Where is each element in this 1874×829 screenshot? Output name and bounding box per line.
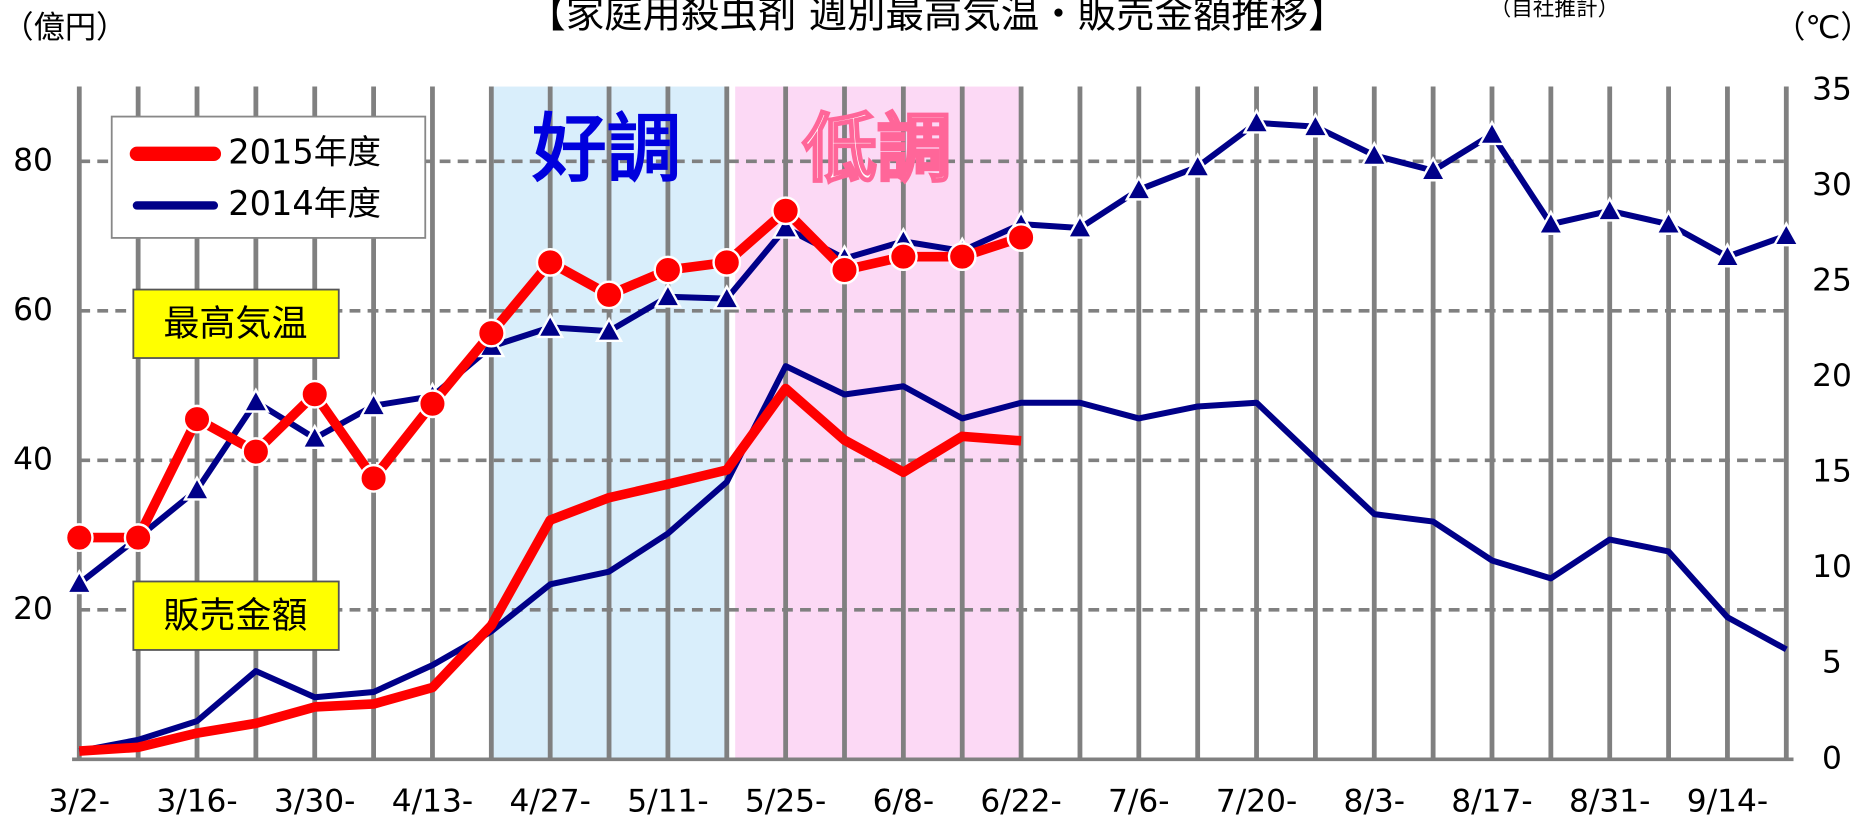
y2-tick-label: 30 <box>1812 167 1852 203</box>
marker <box>1477 119 1507 146</box>
marker <box>1536 209 1565 235</box>
marker <box>300 379 330 409</box>
marker <box>771 213 800 239</box>
marker <box>712 247 742 277</box>
marker <box>182 475 212 501</box>
marker <box>830 255 859 285</box>
marker <box>241 387 270 413</box>
x-tick-label: 3/30- <box>274 784 355 820</box>
series-line <box>78 363 1788 754</box>
y2-tick-label: 35 <box>1812 71 1852 107</box>
marker <box>536 312 565 339</box>
marker <box>653 282 682 308</box>
marker <box>65 568 94 595</box>
x-tick-label: 4/27- <box>509 784 590 820</box>
marker <box>535 247 565 277</box>
y2-tick-label: 0 <box>1822 740 1842 776</box>
marker <box>64 523 94 552</box>
y2-tick-label: 5 <box>1822 645 1842 681</box>
marker <box>1065 213 1095 239</box>
label-box <box>132 288 340 359</box>
marker <box>418 389 447 419</box>
marker <box>1713 242 1742 268</box>
marker <box>1301 112 1330 138</box>
y-tick-label: 40 <box>13 441 53 477</box>
x-tick-label: 3/2- <box>49 784 111 820</box>
x-tick-label: 4/13- <box>392 784 473 820</box>
chart-title: 【家庭用殺虫剤 週別最高気温・販売金額推移】 <box>527 0 1346 37</box>
marker <box>888 242 918 272</box>
y2-tick-label: 20 <box>1812 358 1852 394</box>
y-tick-label: 20 <box>13 591 53 627</box>
y2-tick-label: 10 <box>1812 549 1852 585</box>
marker <box>1654 209 1683 235</box>
marker <box>1772 221 1801 247</box>
x-tick-label: 8/3- <box>1344 784 1406 820</box>
legend-label: 2015年度 <box>228 132 381 171</box>
marker <box>1242 108 1271 134</box>
marker <box>947 242 977 272</box>
marker <box>1419 156 1448 182</box>
x-tick-label: 5/11- <box>627 784 708 820</box>
annotation: 最高気温 <box>163 304 307 345</box>
marker <box>594 316 624 342</box>
y2-tick-label: 15 <box>1812 454 1852 490</box>
marker <box>359 391 388 417</box>
y-axis-label: （億円） <box>2 10 127 46</box>
annotation: 販売金額 <box>163 596 307 637</box>
y-tick-label: 60 <box>13 292 53 328</box>
marker <box>1595 196 1624 222</box>
marker <box>300 423 329 450</box>
x-tick-label: 8/31- <box>1569 784 1650 820</box>
marker <box>1124 175 1153 201</box>
marker <box>1006 223 1036 252</box>
x-tick-label: 8/17- <box>1451 784 1532 820</box>
marker <box>712 284 741 310</box>
x-tick-label: 7/6- <box>1108 784 1170 820</box>
marker <box>771 196 801 226</box>
annotation: 好調 <box>531 105 681 192</box>
series-line <box>78 383 1022 756</box>
y-tick-label: 80 <box>13 142 53 178</box>
marker <box>594 280 624 310</box>
x-tick-label: 5/25- <box>745 784 826 820</box>
marker <box>123 523 153 552</box>
chart-subtitle: （自社推計） <box>1490 0 1620 22</box>
marker <box>182 404 212 434</box>
marker <box>1360 140 1389 167</box>
legend-label: 2014年度 <box>228 184 381 223</box>
annotation: 低調 <box>802 105 951 192</box>
x-tick-label: 3/16- <box>156 784 237 820</box>
marker <box>476 318 506 348</box>
marker <box>653 255 683 285</box>
legend-box <box>110 115 427 239</box>
x-tick-label: 6/22- <box>980 784 1061 820</box>
y2-axis-label: （℃） <box>1774 10 1872 46</box>
x-tick-label: 7/20- <box>1216 784 1297 820</box>
marker <box>241 437 271 466</box>
marker <box>1183 152 1212 178</box>
marker <box>359 463 389 493</box>
x-tick-label: 6/8- <box>873 784 935 820</box>
label-box <box>132 580 340 651</box>
x-tick-label: 9/14- <box>1687 784 1768 820</box>
y2-tick-label: 25 <box>1812 262 1852 298</box>
lines <box>64 108 1801 756</box>
